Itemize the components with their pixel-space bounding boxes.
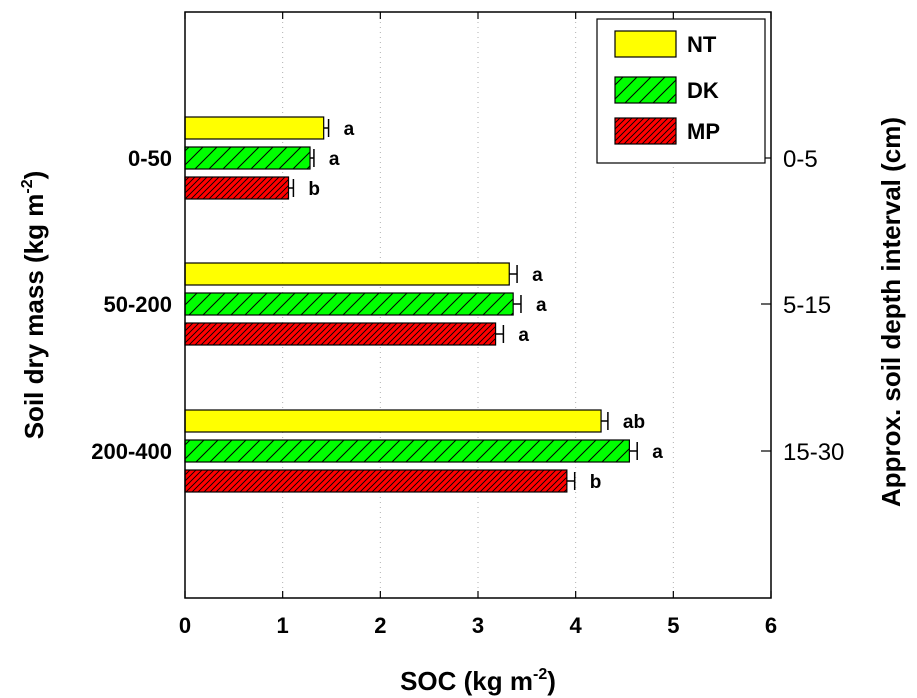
x-tick-label: 2 bbox=[374, 613, 386, 638]
legend-label: NT bbox=[687, 32, 717, 57]
left-axis-ticks: 0-50 50-200 200-400 bbox=[91, 146, 172, 464]
bar-dk bbox=[184, 146, 311, 170]
right-tick-label: 15-30 bbox=[783, 439, 844, 466]
x-tick-label: 3 bbox=[472, 613, 484, 638]
bar-mp bbox=[184, 176, 290, 200]
significance-letter: b bbox=[590, 472, 602, 493]
significance-letter: a bbox=[329, 149, 340, 170]
x-axis-ticks: 0 1 2 3 4 5 6 bbox=[179, 12, 777, 638]
significance-letter: a bbox=[344, 119, 355, 140]
bar-dk bbox=[184, 292, 514, 316]
right-axis-label: Approx. soil depth interval (cm) bbox=[876, 117, 906, 507]
left-tick-label: 50-200 bbox=[103, 292, 172, 317]
legend-swatch-nt bbox=[614, 30, 677, 58]
significance-letter: ab bbox=[623, 412, 645, 433]
right-axis-ticks: 0-5 5-15 15-30 bbox=[761, 146, 844, 466]
left-tick-label: 200-400 bbox=[91, 439, 172, 464]
left-axis-label: Soil dry mass (kg m-2) bbox=[19, 171, 49, 440]
legend-swatch-dk bbox=[614, 76, 677, 104]
legend-label: DK bbox=[687, 78, 719, 103]
significance-letter: a bbox=[532, 265, 543, 286]
bar-mp bbox=[184, 322, 497, 346]
significance-letter: a bbox=[652, 442, 663, 463]
significance-letter: a bbox=[536, 295, 547, 316]
right-tick-label: 0-5 bbox=[783, 146, 818, 173]
x-tick-label: 4 bbox=[570, 613, 583, 638]
legend-swatch-mp bbox=[614, 117, 677, 145]
legend: NT DK MP bbox=[596, 18, 766, 164]
bar-nt bbox=[184, 409, 602, 433]
bar-nt bbox=[184, 116, 325, 140]
legend-label: MP bbox=[687, 119, 720, 144]
x-tick-label: 0 bbox=[179, 613, 191, 638]
x-tick-label: 6 bbox=[765, 613, 777, 638]
x-axis-label: SOC (kg m-2) bbox=[400, 666, 556, 696]
bar-dk bbox=[184, 439, 630, 463]
left-tick-label: 0-50 bbox=[128, 146, 172, 171]
x-tick-label: 1 bbox=[277, 613, 289, 638]
x-tick-label: 5 bbox=[667, 613, 679, 638]
bar-nt bbox=[184, 262, 510, 286]
right-tick-label: 5-15 bbox=[783, 292, 831, 319]
significance-letter: a bbox=[518, 325, 529, 346]
bar-mp bbox=[184, 469, 568, 493]
significance-letter: b bbox=[308, 179, 320, 200]
